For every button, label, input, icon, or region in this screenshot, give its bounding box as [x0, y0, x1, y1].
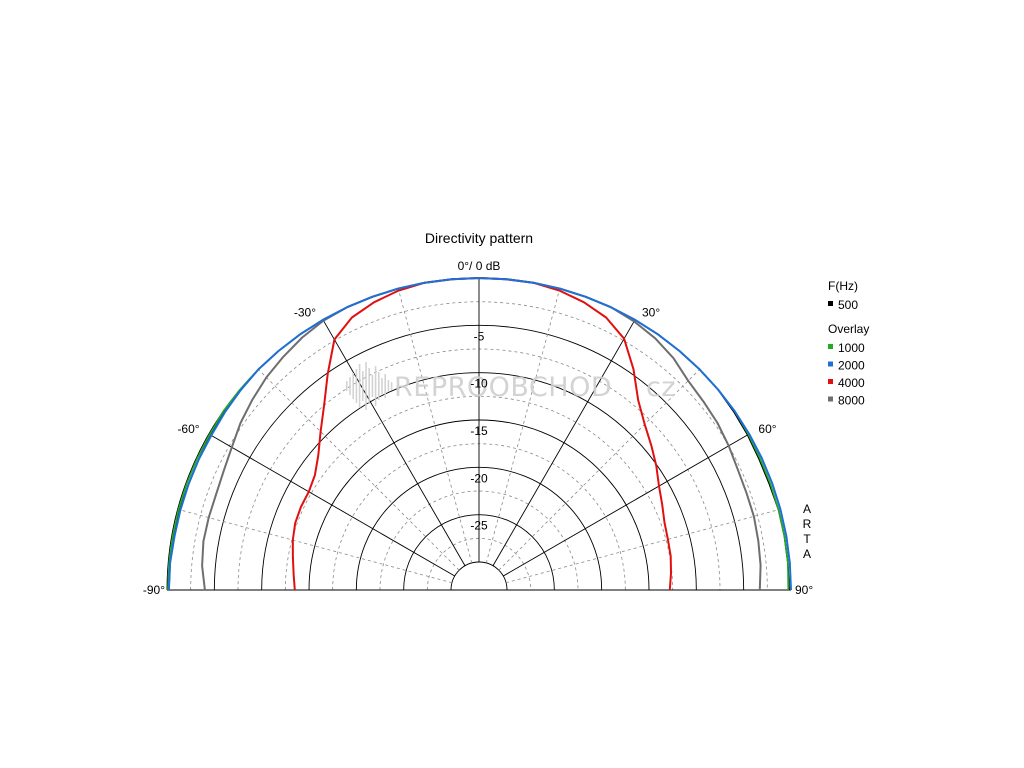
watermark-bar	[368, 368, 370, 404]
axis-labels: -90° -60° -30° 30° 60° 90° -5 -10 -15 -20 -25	[143, 306, 814, 597]
radial-tick-label: -5	[474, 329, 485, 343]
radial-tick-label: -25	[470, 519, 488, 533]
series-line-2000	[167, 277, 792, 591]
polar-grid	[166, 277, 792, 591]
series-group	[167, 277, 792, 591]
watermark-bar	[378, 372, 380, 400]
arta-letter: A	[803, 547, 811, 561]
angle-label: 90°	[795, 583, 813, 597]
grid-spoke-minor	[177, 508, 453, 584]
legend-swatch	[828, 396, 833, 402]
legend-label: 8000	[838, 394, 865, 408]
grid-ring-minor	[426, 537, 532, 591]
watermark-bar	[374, 366, 377, 406]
arta-letter: R	[803, 517, 812, 531]
angle-label: 30°	[642, 306, 660, 320]
watermark-bar	[358, 364, 361, 408]
legend-label: 4000	[838, 376, 865, 390]
watermark-suffix: cz	[646, 372, 676, 403]
watermark: REPROOBCHOD cz	[346, 362, 676, 410]
watermark-bar	[387, 380, 390, 392]
angle-label: -30°	[294, 306, 316, 320]
legend-swatch	[828, 344, 833, 349]
watermark-bar	[390, 382, 393, 390]
chart-title: Directivity pattern	[425, 230, 533, 246]
angle-label: -60°	[177, 422, 199, 436]
watermark-bar	[365, 362, 367, 410]
angle-label: 60°	[758, 422, 776, 436]
legend-swatch	[828, 361, 833, 367]
legend-swatch	[828, 301, 833, 306]
grid-spoke	[503, 433, 750, 577]
legend-swatch	[828, 379, 833, 384]
grid-spoke	[322, 319, 466, 566]
watermark-bar	[349, 377, 351, 395]
grid-ring-minor	[379, 490, 579, 591]
watermark-bar	[371, 375, 374, 397]
grid-spoke-minor	[485, 288, 561, 564]
watermark-bar	[384, 374, 386, 398]
grid-spoke	[208, 433, 455, 577]
grid-spoke-minor	[498, 369, 700, 571]
grid-spoke-minor	[505, 508, 781, 584]
radial-tick-label: -20	[470, 471, 488, 485]
radial-tick-label: -15	[470, 424, 488, 438]
watermark-bar	[381, 378, 383, 394]
angle-label: -90°	[143, 583, 165, 597]
arta-letter: T	[803, 532, 811, 546]
watermark-bar	[352, 373, 354, 399]
legend-label: 1000	[838, 341, 865, 355]
watermark-bar	[346, 381, 348, 391]
watermark-text: REPROOBCHOD	[394, 372, 612, 403]
radial-tick-label: -10	[470, 377, 488, 391]
legend-label: 2000	[838, 359, 865, 373]
grid-spoke-minor	[397, 288, 473, 564]
legend: F(Hz) 500 Overlay 1000 2000 4000 8000	[828, 279, 869, 408]
grid-spoke-minor	[258, 369, 460, 571]
legend-overlay-label: Overlay	[828, 322, 869, 336]
legend-label: 500	[838, 298, 858, 312]
grid-spoke	[492, 319, 636, 566]
arta-letter: A	[803, 502, 811, 516]
watermark-bar	[355, 369, 358, 403]
range-label: 0°/ 0 dB	[458, 259, 501, 273]
watermark-waveform-icon	[346, 362, 393, 410]
watermark-bar	[362, 371, 364, 401]
legend-header: F(Hz)	[828, 279, 858, 293]
